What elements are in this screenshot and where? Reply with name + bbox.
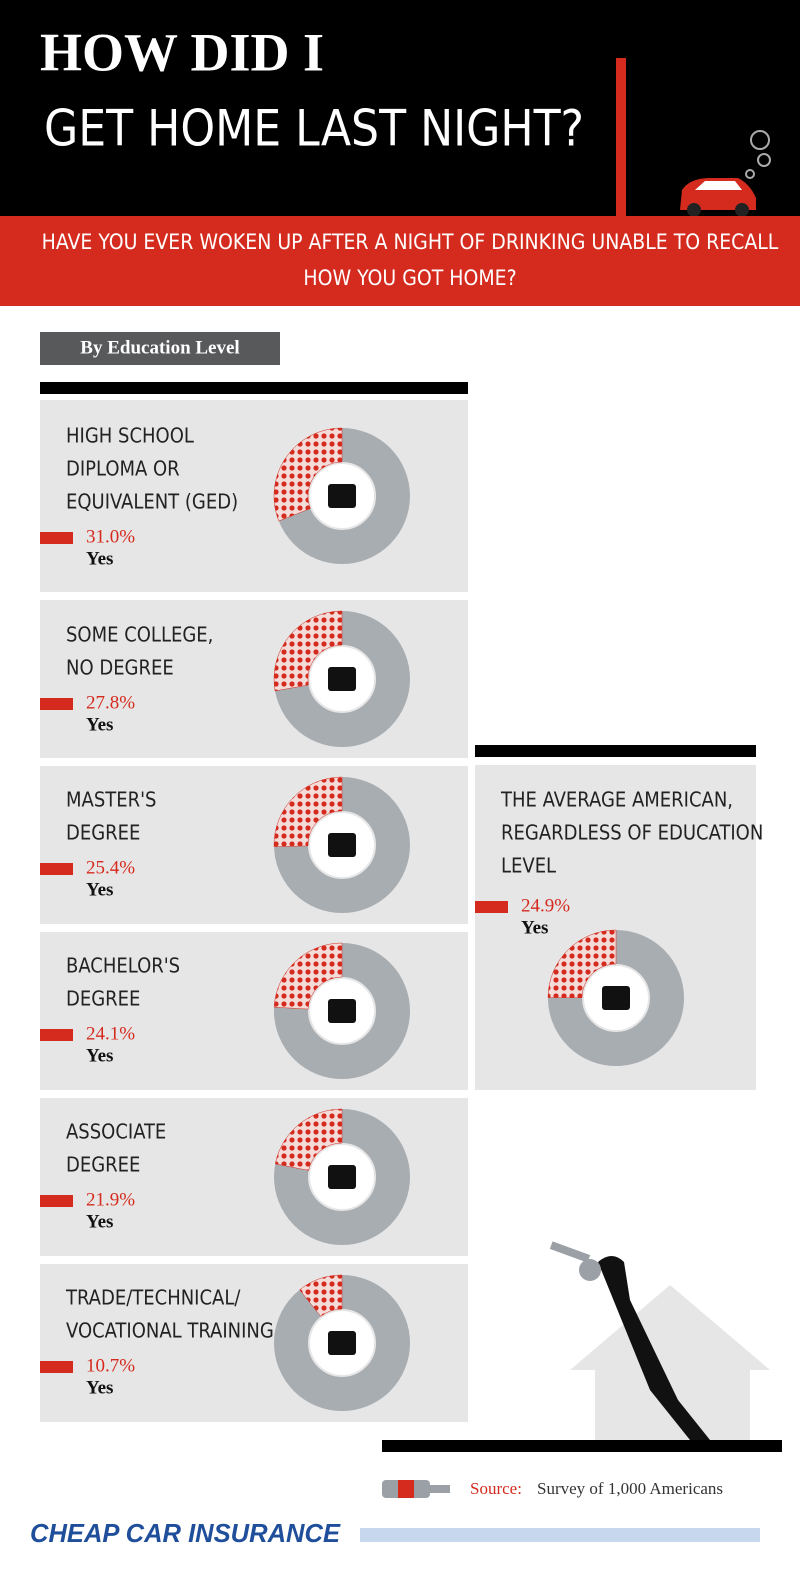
value-label: 24.9% — [521, 895, 570, 916]
card-label: DIPLOMA OR — [66, 457, 180, 481]
value-label: 27.8% — [86, 692, 135, 713]
question-band — [0, 216, 800, 306]
donut-segment — [273, 942, 343, 1010]
card-label: NO DEGREE — [66, 656, 174, 680]
donut-segment — [273, 610, 343, 692]
pct-marker — [40, 698, 73, 710]
icon — [328, 999, 356, 1023]
value-label: 10.7% — [86, 1355, 135, 1376]
question: HOW YOU GOT HOME? — [303, 266, 516, 290]
donut-segment — [273, 776, 343, 847]
title-line-1: HOW DID I — [40, 22, 324, 82]
brand-stripe — [360, 1528, 760, 1542]
icon — [328, 1331, 356, 1355]
card-label: BACHELOR'S — [66, 954, 180, 978]
brand: CHEAP CAR INSURANCE — [30, 1518, 341, 1548]
answer: Yes — [86, 879, 113, 900]
card-label: ASSOCIATE — [66, 1120, 166, 1144]
value-label: 21.9% — [86, 1189, 135, 1210]
card-label: TRADE/TECHNICAL/ — [65, 1286, 241, 1310]
card-label: HIGH SCHOOL — [66, 424, 194, 448]
pct-marker — [475, 901, 508, 913]
section-label-bg — [40, 332, 280, 365]
card-label: EQUIVALENT (GED) — [66, 490, 238, 514]
pct-marker — [40, 1195, 73, 1207]
donut-segment — [273, 427, 343, 522]
source-label: Source: — [470, 1479, 522, 1498]
donut-segment — [274, 1108, 343, 1171]
icon — [602, 986, 630, 1010]
section-label: By Education Level — [80, 337, 239, 358]
card-label: SOME COLLEGE, — [66, 623, 213, 647]
answer: Yes — [86, 714, 113, 735]
card-label: VOCATIONAL TRAINING — [66, 1319, 274, 1343]
car-illustration — [680, 130, 771, 217]
divider — [382, 1440, 782, 1452]
question: HAVE YOU EVER WOKEN UP AFTER A NIGHT OF … — [42, 230, 779, 254]
answer: Yes — [521, 917, 548, 938]
pct-marker — [40, 863, 73, 875]
card-label: DEGREE — [66, 987, 140, 1011]
card-label: DEGREE — [66, 821, 140, 845]
donut-segment — [299, 1274, 343, 1317]
icon — [328, 667, 356, 691]
card-label: LEVEL — [501, 854, 556, 878]
answer: Yes — [86, 1045, 113, 1066]
header-bg — [0, 0, 800, 216]
value-label: 25.4% — [86, 857, 135, 878]
answer: Yes — [86, 1211, 113, 1232]
card-label: THE AVERAGE AMERICAN, — [500, 788, 733, 812]
divider — [40, 382, 468, 394]
card-label: DEGREE — [66, 1153, 140, 1177]
pct-marker — [40, 532, 73, 544]
bottle-icon — [382, 1480, 450, 1498]
pct-marker — [40, 1029, 73, 1041]
source-text: Survey of 1,000 Americans — [537, 1479, 723, 1498]
card-label: REGARDLESS OF EDUCATION — [501, 821, 763, 845]
icon — [328, 833, 356, 857]
title-line-2: GET HOME LAST NIGHT? — [44, 100, 584, 158]
donut-segment — [547, 929, 617, 999]
card-label: MASTER'S — [66, 788, 156, 812]
answer: Yes — [86, 1377, 113, 1398]
pct-marker — [40, 1361, 73, 1373]
answer: Yes — [86, 548, 113, 569]
pole — [616, 58, 626, 216]
value-label: 24.1% — [86, 1023, 135, 1044]
divider — [475, 745, 756, 757]
value-label: 31.0% — [86, 526, 135, 547]
icon — [328, 484, 356, 508]
icon — [328, 1165, 356, 1189]
house-illustration — [549, 1241, 770, 1440]
